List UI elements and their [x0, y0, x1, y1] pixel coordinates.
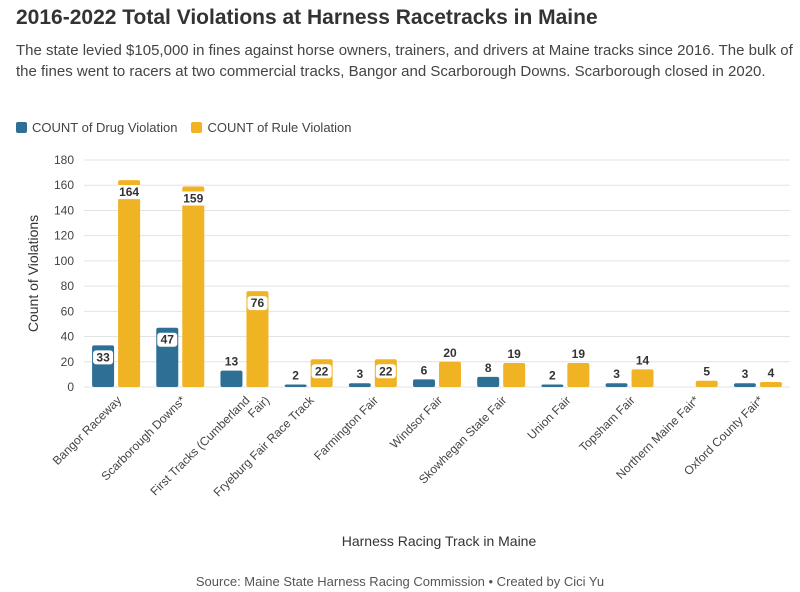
bar-rule-violation — [439, 361, 461, 387]
data-label-bg — [115, 185, 143, 200]
bar-drug-violation — [541, 384, 564, 387]
data-label-rule: 19 — [572, 347, 586, 361]
bar-rule-violation — [503, 363, 526, 387]
bar-rule-violation — [567, 363, 590, 387]
bar-rule-violation — [759, 381, 782, 387]
data-label-rule: 22 — [379, 364, 393, 378]
x-tick-label: Union Fair — [524, 393, 573, 442]
legend-swatch-rule — [191, 122, 203, 133]
legend-item-drug: COUNT of Drug Violation — [16, 120, 177, 135]
data-label-rule: 76 — [251, 296, 265, 310]
data-label-bg — [375, 364, 396, 379]
chart-title: 2016-2022 Total Violations at Harness Ra… — [16, 6, 598, 29]
data-label-drug: 47 — [161, 333, 175, 347]
bar-rule-violation — [695, 380, 718, 387]
data-label-bg — [247, 296, 268, 311]
data-label-rule: 22 — [315, 364, 329, 378]
chart-subtitle: The state levied $105,000 in fines again… — [16, 42, 793, 80]
data-label-drug: 3 — [356, 367, 363, 381]
bar-rule-violation — [246, 291, 269, 387]
y-tick-label: 160 — [54, 178, 74, 192]
legend-label-rule: COUNT of Rule Violation — [207, 120, 352, 135]
y-tick-label: 40 — [61, 330, 75, 344]
bar-drug-violation — [733, 383, 756, 387]
bar-drug-violation — [605, 383, 628, 387]
data-label-rule: 14 — [636, 353, 650, 367]
x-tick-label: Farmington Fair — [311, 393, 381, 463]
y-tick-label: 0 — [67, 380, 74, 394]
data-label-drug: 8 — [485, 361, 492, 375]
x-tick-label: Windsor Fair — [387, 393, 445, 451]
y-tick-label: 140 — [54, 203, 74, 217]
data-label-drug: 6 — [421, 363, 428, 377]
data-label-drug: 13 — [225, 355, 239, 369]
data-label-drug: 3 — [613, 367, 620, 381]
bar-drug-violation — [220, 370, 243, 387]
y-tick-label: 80 — [61, 279, 75, 293]
y-tick-label: 100 — [54, 254, 74, 268]
data-label-rule: 4 — [768, 366, 775, 380]
data-label-drug: 2 — [292, 368, 299, 382]
data-label-drug: 2 — [549, 368, 556, 382]
data-label-rule: 19 — [508, 347, 522, 361]
data-label-rule: 159 — [183, 191, 203, 205]
x-axis-title: Harness Racing Track in Maine — [342, 533, 537, 549]
y-tick-label: 120 — [54, 229, 74, 243]
data-label-bg — [93, 350, 114, 365]
bar-drug-violation — [413, 379, 435, 387]
data-label-rule: 20 — [443, 346, 457, 360]
legend: COUNT of Drug Violation COUNT of Rule Vi… — [16, 120, 352, 135]
x-tick-label: Topsham Fair — [576, 393, 637, 454]
legend-swatch-drug — [16, 122, 27, 133]
bar-drug-violation — [284, 384, 307, 387]
x-tick-label-line: Fair) — [245, 393, 272, 420]
data-label-bg — [157, 332, 178, 347]
bar-rule-violation — [118, 180, 141, 387]
bar-drug-violation — [348, 383, 371, 387]
source-footer: Source: Maine State Harness Racing Commi… — [195, 574, 605, 589]
data-label-rule: 164 — [119, 185, 139, 199]
data-label-rule: 5 — [703, 365, 710, 379]
y-tick-label: 180 — [54, 153, 74, 167]
y-tick-label: 20 — [61, 355, 75, 369]
bar-rule-violation — [182, 186, 205, 387]
bar-rule-violation — [631, 369, 654, 387]
y-tick-label: 60 — [61, 304, 75, 318]
legend-label-drug: COUNT of Drug Violation — [32, 120, 178, 135]
data-label-bg — [311, 364, 332, 379]
x-tick-label: Bangor Raceway — [50, 393, 125, 468]
legend-item-rule: COUNT of Rule Violation — [191, 120, 352, 135]
y-axis-title: Count of Violations — [25, 215, 41, 332]
data-label-drug: 3 — [742, 367, 749, 381]
data-label-drug: 33 — [96, 350, 110, 364]
data-label-bg — [179, 191, 207, 206]
bar-drug-violation — [477, 376, 500, 387]
